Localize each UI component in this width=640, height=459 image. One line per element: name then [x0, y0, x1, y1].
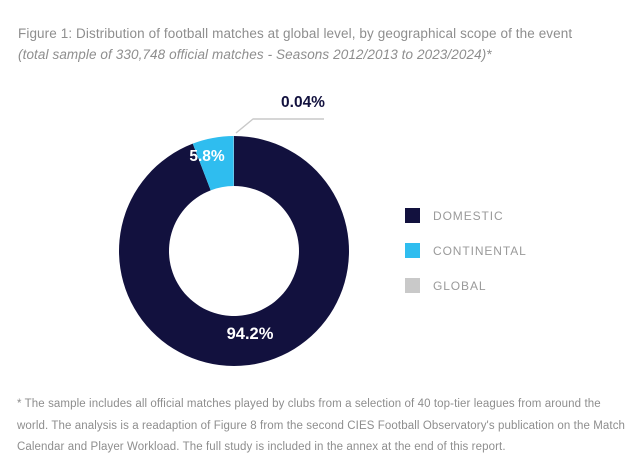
- slice-value-label-domestic: 94.2%: [226, 325, 274, 343]
- figure-subtitle-line: (total sample of 330,748 official matche…: [18, 47, 492, 62]
- figure-footnote: * The sample includes all official match…: [17, 398, 626, 453]
- legend-swatch-domestic: [405, 208, 420, 223]
- legend-swatch-global: [405, 278, 420, 293]
- donut-slice-domestic: [119, 136, 350, 366]
- figure-title-line: Figure 1: Distribution of football match…: [18, 26, 573, 41]
- chart-legend: DOMESTIC CONTINENTAL GLOBAL: [405, 208, 527, 313]
- legend-item-continental: CONTINENTAL: [405, 243, 527, 258]
- donut-slice-continental: [192, 136, 234, 191]
- slice-value-label-global: 0.04%: [281, 94, 325, 111]
- figure-caption: Figure 1: Distribution of football match…: [18, 23, 618, 65]
- legend-item-global: GLOBAL: [405, 278, 527, 293]
- legend-label-global: GLOBAL: [433, 278, 487, 293]
- legend-label-domestic: DOMESTIC: [433, 208, 504, 223]
- leader-line: [235, 118, 324, 134]
- legend-swatch-continental: [405, 243, 420, 258]
- slice-value-label-continental: 5.8%: [189, 148, 225, 165]
- legend-label-continental: CONTINENTAL: [433, 243, 527, 258]
- legend-item-domestic: DOMESTIC: [405, 208, 527, 223]
